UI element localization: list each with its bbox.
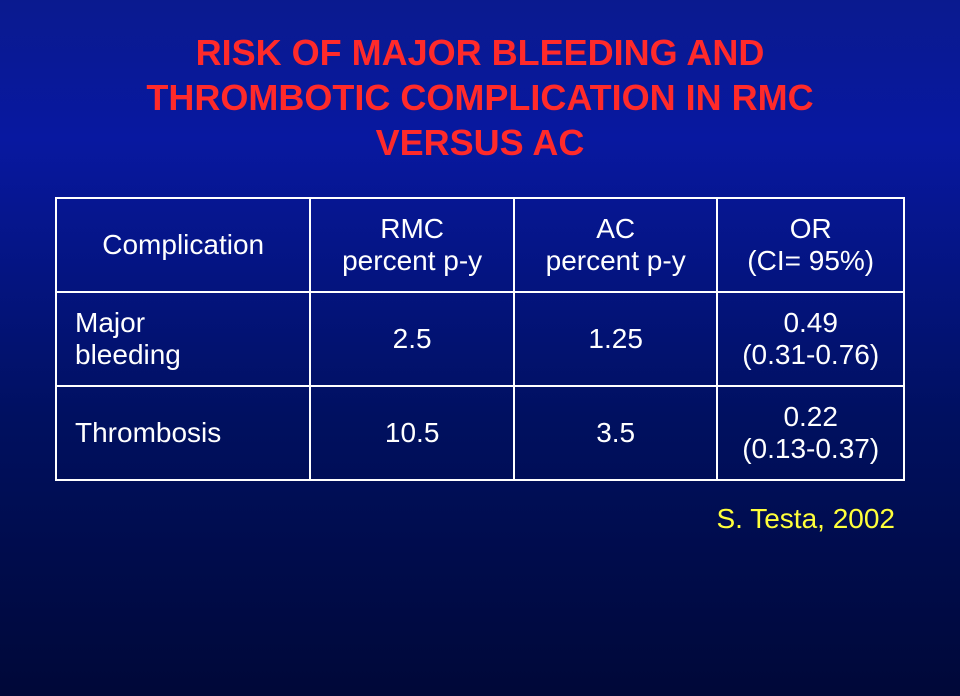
table-header-row: Complication RMC percent p-y AC percent … bbox=[56, 198, 904, 292]
slide-title: RISK OF MAJOR BLEEDING AND THROMBOTIC CO… bbox=[55, 30, 905, 165]
cell-rmc: 10.5 bbox=[310, 386, 514, 480]
or-ci: (0.31-0.76) bbox=[730, 339, 891, 371]
col-header-complication: Complication bbox=[56, 198, 310, 292]
or-value: 0.49 bbox=[730, 307, 891, 339]
col-header-rmc: RMC percent p-y bbox=[310, 198, 514, 292]
cell-rmc: 2.5 bbox=[310, 292, 514, 386]
cell-ac: 1.25 bbox=[514, 292, 718, 386]
col-header-ac: AC percent p-y bbox=[514, 198, 718, 292]
col-header-sub: percent p-y bbox=[527, 245, 705, 277]
or-ci: (0.13-0.37) bbox=[730, 433, 891, 465]
title-line-2: THROMBOTIC COMPLICATION IN RMC bbox=[55, 75, 905, 120]
or-value: 0.22 bbox=[730, 401, 891, 433]
col-header-text: RMC bbox=[323, 213, 501, 245]
cell-or: 0.49 (0.31-0.76) bbox=[717, 292, 904, 386]
col-header-sub: percent p-y bbox=[323, 245, 501, 277]
title-line-1: RISK OF MAJOR BLEEDING AND bbox=[55, 30, 905, 75]
citation-text: S. Testa, 2002 bbox=[717, 503, 896, 534]
cell-ac: 3.5 bbox=[514, 386, 718, 480]
col-header-sub: (CI= 95%) bbox=[730, 245, 891, 277]
col-header-text: OR bbox=[730, 213, 891, 245]
risk-table: Complication RMC percent p-y AC percent … bbox=[55, 197, 905, 481]
col-header-or: OR (CI= 95%) bbox=[717, 198, 904, 292]
col-header-text: AC bbox=[527, 213, 705, 245]
row-label-line: bleeding bbox=[75, 339, 181, 370]
row-label-line: Thrombosis bbox=[75, 417, 221, 448]
table-row: Major bleeding 2.5 1.25 0.49 (0.31-0.76) bbox=[56, 292, 904, 386]
row-label-line: Major bbox=[75, 307, 145, 338]
row-label-major-bleeding: Major bleeding bbox=[56, 292, 310, 386]
cell-or: 0.22 (0.13-0.37) bbox=[717, 386, 904, 480]
table-row: Thrombosis 10.5 3.5 0.22 (0.13-0.37) bbox=[56, 386, 904, 480]
citation: S. Testa, 2002 bbox=[55, 503, 905, 535]
col-header-text: Complication bbox=[69, 229, 297, 261]
title-line-3: VERSUS AC bbox=[55, 120, 905, 165]
row-label-thrombosis: Thrombosis bbox=[56, 386, 310, 480]
